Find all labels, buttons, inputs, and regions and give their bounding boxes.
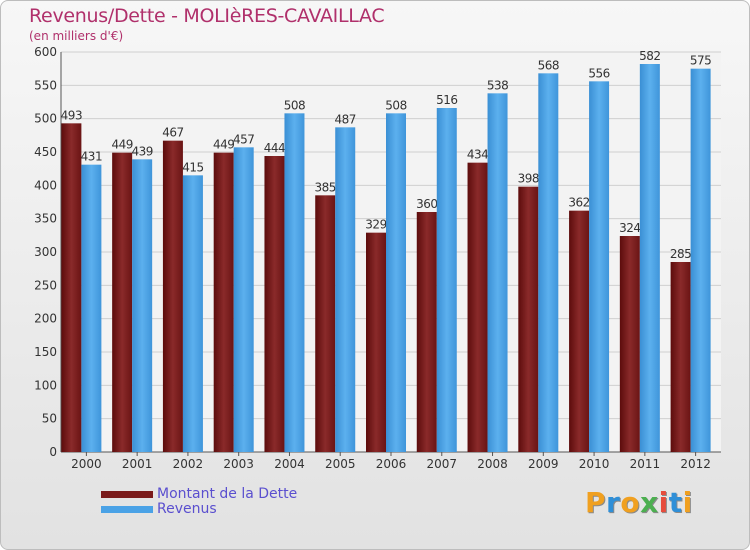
bar-dette bbox=[518, 186, 539, 452]
legend-label-dette: Montant de la Dette bbox=[157, 486, 298, 502]
y-tick-label: 200 bbox=[34, 312, 57, 326]
data-label-dette: 434 bbox=[467, 148, 488, 162]
data-label-revenus: 556 bbox=[588, 66, 609, 80]
logo-letter: x bbox=[640, 486, 659, 519]
bar-revenus bbox=[335, 127, 356, 452]
data-label-revenus: 508 bbox=[385, 98, 406, 112]
data-label-dette: 324 bbox=[619, 221, 640, 235]
logo-letter: t bbox=[668, 486, 683, 519]
data-label-dette: 285 bbox=[670, 247, 691, 261]
data-label-dette: 360 bbox=[416, 197, 437, 211]
logo-letter: P bbox=[585, 486, 607, 519]
bar-dette bbox=[366, 232, 386, 452]
data-label-dette: 329 bbox=[365, 218, 386, 232]
bar-dette bbox=[467, 162, 488, 452]
x-tick-label: 2012 bbox=[680, 457, 711, 471]
bar-dette bbox=[416, 212, 437, 452]
bar-dette bbox=[112, 152, 133, 452]
bar-revenus bbox=[386, 113, 406, 452]
chart-subtitle: (en milliers d'€) bbox=[29, 29, 124, 43]
bar-revenus bbox=[487, 93, 508, 452]
data-label-dette: 467 bbox=[162, 126, 183, 140]
x-tick-label: 2011 bbox=[630, 457, 661, 471]
bar-dette bbox=[569, 210, 590, 452]
data-label-revenus: 575 bbox=[690, 54, 711, 68]
x-tick-label: 2002 bbox=[173, 457, 204, 471]
x-tick-label: 2000 bbox=[71, 457, 102, 471]
y-tick-label: 600 bbox=[34, 45, 57, 59]
bar-revenus bbox=[436, 108, 457, 452]
bar-dette bbox=[264, 156, 285, 452]
y-tick-label: 250 bbox=[34, 278, 57, 292]
bar-dette bbox=[315, 195, 336, 453]
data-label-revenus: 568 bbox=[538, 58, 559, 72]
data-label-revenus: 415 bbox=[182, 160, 203, 174]
data-label-dette: 449 bbox=[111, 138, 132, 152]
data-label-revenus: 582 bbox=[639, 49, 660, 63]
bar-dette bbox=[670, 262, 691, 452]
bar-revenus bbox=[538, 73, 559, 452]
proxiti-logo: Proxiti bbox=[585, 486, 693, 519]
logo-letter: r bbox=[606, 486, 621, 519]
bar-revenus bbox=[182, 175, 203, 453]
bar-revenus bbox=[690, 68, 711, 453]
data-label-revenus: 508 bbox=[284, 98, 305, 112]
logo-letter: o bbox=[620, 486, 641, 519]
y-tick-label: 100 bbox=[34, 378, 57, 392]
data-label-revenus: 487 bbox=[335, 112, 356, 126]
y-tick-label: 550 bbox=[34, 78, 57, 92]
y-tick-label: 0 bbox=[49, 445, 57, 459]
bar-dette bbox=[61, 123, 82, 452]
x-tick-label: 2009 bbox=[528, 457, 559, 471]
legend-swatch-dette bbox=[101, 491, 153, 498]
data-label-dette: 493 bbox=[61, 108, 82, 122]
x-tick-label: 2007 bbox=[426, 457, 457, 471]
bar-dette bbox=[162, 140, 183, 452]
bar-revenus bbox=[284, 113, 305, 452]
x-tick-label: 2006 bbox=[376, 457, 407, 471]
logo-letter: i bbox=[658, 486, 669, 519]
chart-title: Revenus/Dette - MOLIèRES-CAVAILLAC bbox=[29, 5, 385, 27]
y-tick-label: 400 bbox=[34, 178, 57, 192]
x-tick-label: 2001 bbox=[122, 457, 153, 471]
y-tick-label: 500 bbox=[34, 112, 57, 126]
bar-revenus bbox=[132, 159, 153, 453]
y-tick-label: 450 bbox=[34, 145, 57, 159]
x-tick-label: 2008 bbox=[477, 457, 508, 471]
x-tick-label: 2003 bbox=[223, 457, 254, 471]
bar-dette bbox=[213, 152, 234, 452]
data-label-revenus: 516 bbox=[436, 93, 457, 107]
data-label-revenus: 439 bbox=[131, 144, 152, 158]
x-tick-label: 2005 bbox=[325, 457, 356, 471]
data-label-dette: 398 bbox=[518, 172, 539, 186]
y-tick-label: 50 bbox=[42, 412, 57, 426]
bar-revenus bbox=[589, 81, 610, 452]
bar-dette bbox=[619, 236, 640, 452]
data-label-dette: 385 bbox=[315, 180, 336, 194]
data-label-revenus: 457 bbox=[233, 132, 254, 146]
data-label-revenus: 538 bbox=[487, 78, 508, 92]
data-label-dette: 362 bbox=[568, 196, 589, 210]
bar-revenus bbox=[81, 164, 102, 452]
data-label-dette: 444 bbox=[264, 141, 285, 155]
data-label-dette: 449 bbox=[213, 138, 234, 152]
y-tick-label: 150 bbox=[34, 345, 57, 359]
bar-revenus bbox=[639, 64, 660, 452]
x-tick-label: 2004 bbox=[274, 457, 305, 471]
legend-label-revenus: Revenus bbox=[157, 501, 217, 517]
bar-revenus bbox=[233, 147, 254, 453]
y-tick-label: 300 bbox=[34, 245, 57, 259]
data-label-revenus: 431 bbox=[81, 150, 102, 164]
logo-letter: i bbox=[682, 486, 693, 519]
x-tick-label: 2010 bbox=[579, 457, 610, 471]
legend-swatch-revenus bbox=[101, 506, 153, 513]
y-tick-label: 350 bbox=[34, 212, 57, 226]
